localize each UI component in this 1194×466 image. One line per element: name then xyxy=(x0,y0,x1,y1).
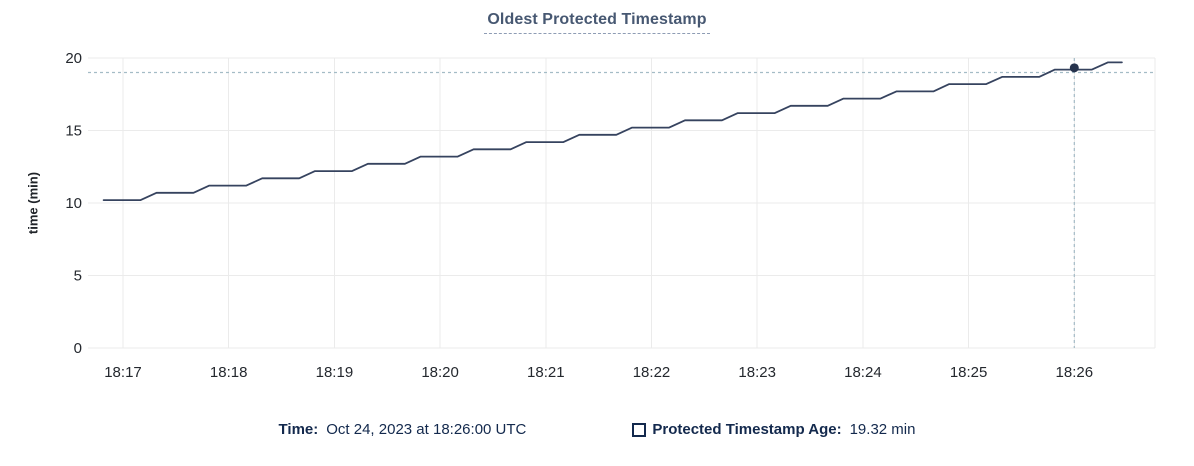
series-label: Protected Timestamp Age: xyxy=(652,421,842,438)
series-value: 19.32 min xyxy=(849,421,916,438)
x-tick-label: 18:19 xyxy=(316,364,354,381)
x-tick-label: 18:26 xyxy=(1056,364,1094,381)
y-tick-label: 20 xyxy=(65,50,82,67)
hover-time-readout: Time: Oct 24, 2023 at 18:26:00 UTC xyxy=(279,421,527,438)
hover-time-value: Oct 24, 2023 at 18:26:00 UTC xyxy=(326,421,527,438)
series-toggle-checkbox[interactable] xyxy=(632,422,647,437)
y-tick-label: 5 xyxy=(74,268,82,285)
axis-tick-labels: 0 5 10 15 20 18:17 18:18 18:19 18:20 18:21 18:22 18… xyxy=(65,50,1093,381)
y-axis-title: time (min) xyxy=(25,171,41,235)
hover-time-label: Time: xyxy=(278,421,319,438)
y-tick-label: 15 xyxy=(65,123,82,140)
hover-legend: Time: Oct 24, 2023 at 18:26:00 UTC Prote… xyxy=(0,421,1194,438)
series-line-protected-timestamp-age xyxy=(102,61,1123,202)
chart-title-row: Oldest Protected Timestamp xyxy=(0,11,1194,34)
chart-title[interactable]: Oldest Protected Timestamp xyxy=(484,11,710,34)
x-tick-label: 18:21 xyxy=(527,364,565,381)
y-tick-label: 0 xyxy=(74,340,82,357)
x-tick-label: 18:23 xyxy=(738,364,776,381)
x-tick-label: 18:22 xyxy=(633,364,671,381)
hover-crosshair xyxy=(88,58,1155,348)
line-chart-plot-area[interactable]: 0 5 10 15 20 18:17 18:18 18:19 18:20 18:21 18:22 18… xyxy=(0,0,1194,405)
series-legend-item[interactable]: Protected Timestamp Age: 19.32 min xyxy=(632,421,915,438)
hover-point-dot xyxy=(1069,63,1079,73)
x-tick-label: 18:17 xyxy=(104,364,142,381)
gridlines xyxy=(88,57,1156,349)
x-tick-label: 18:25 xyxy=(950,364,988,381)
x-tick-label: 18:20 xyxy=(421,364,459,381)
x-tick-label: 18:18 xyxy=(210,364,248,381)
x-tick-label: 18:24 xyxy=(844,364,882,381)
y-tick-label: 10 xyxy=(65,195,82,212)
